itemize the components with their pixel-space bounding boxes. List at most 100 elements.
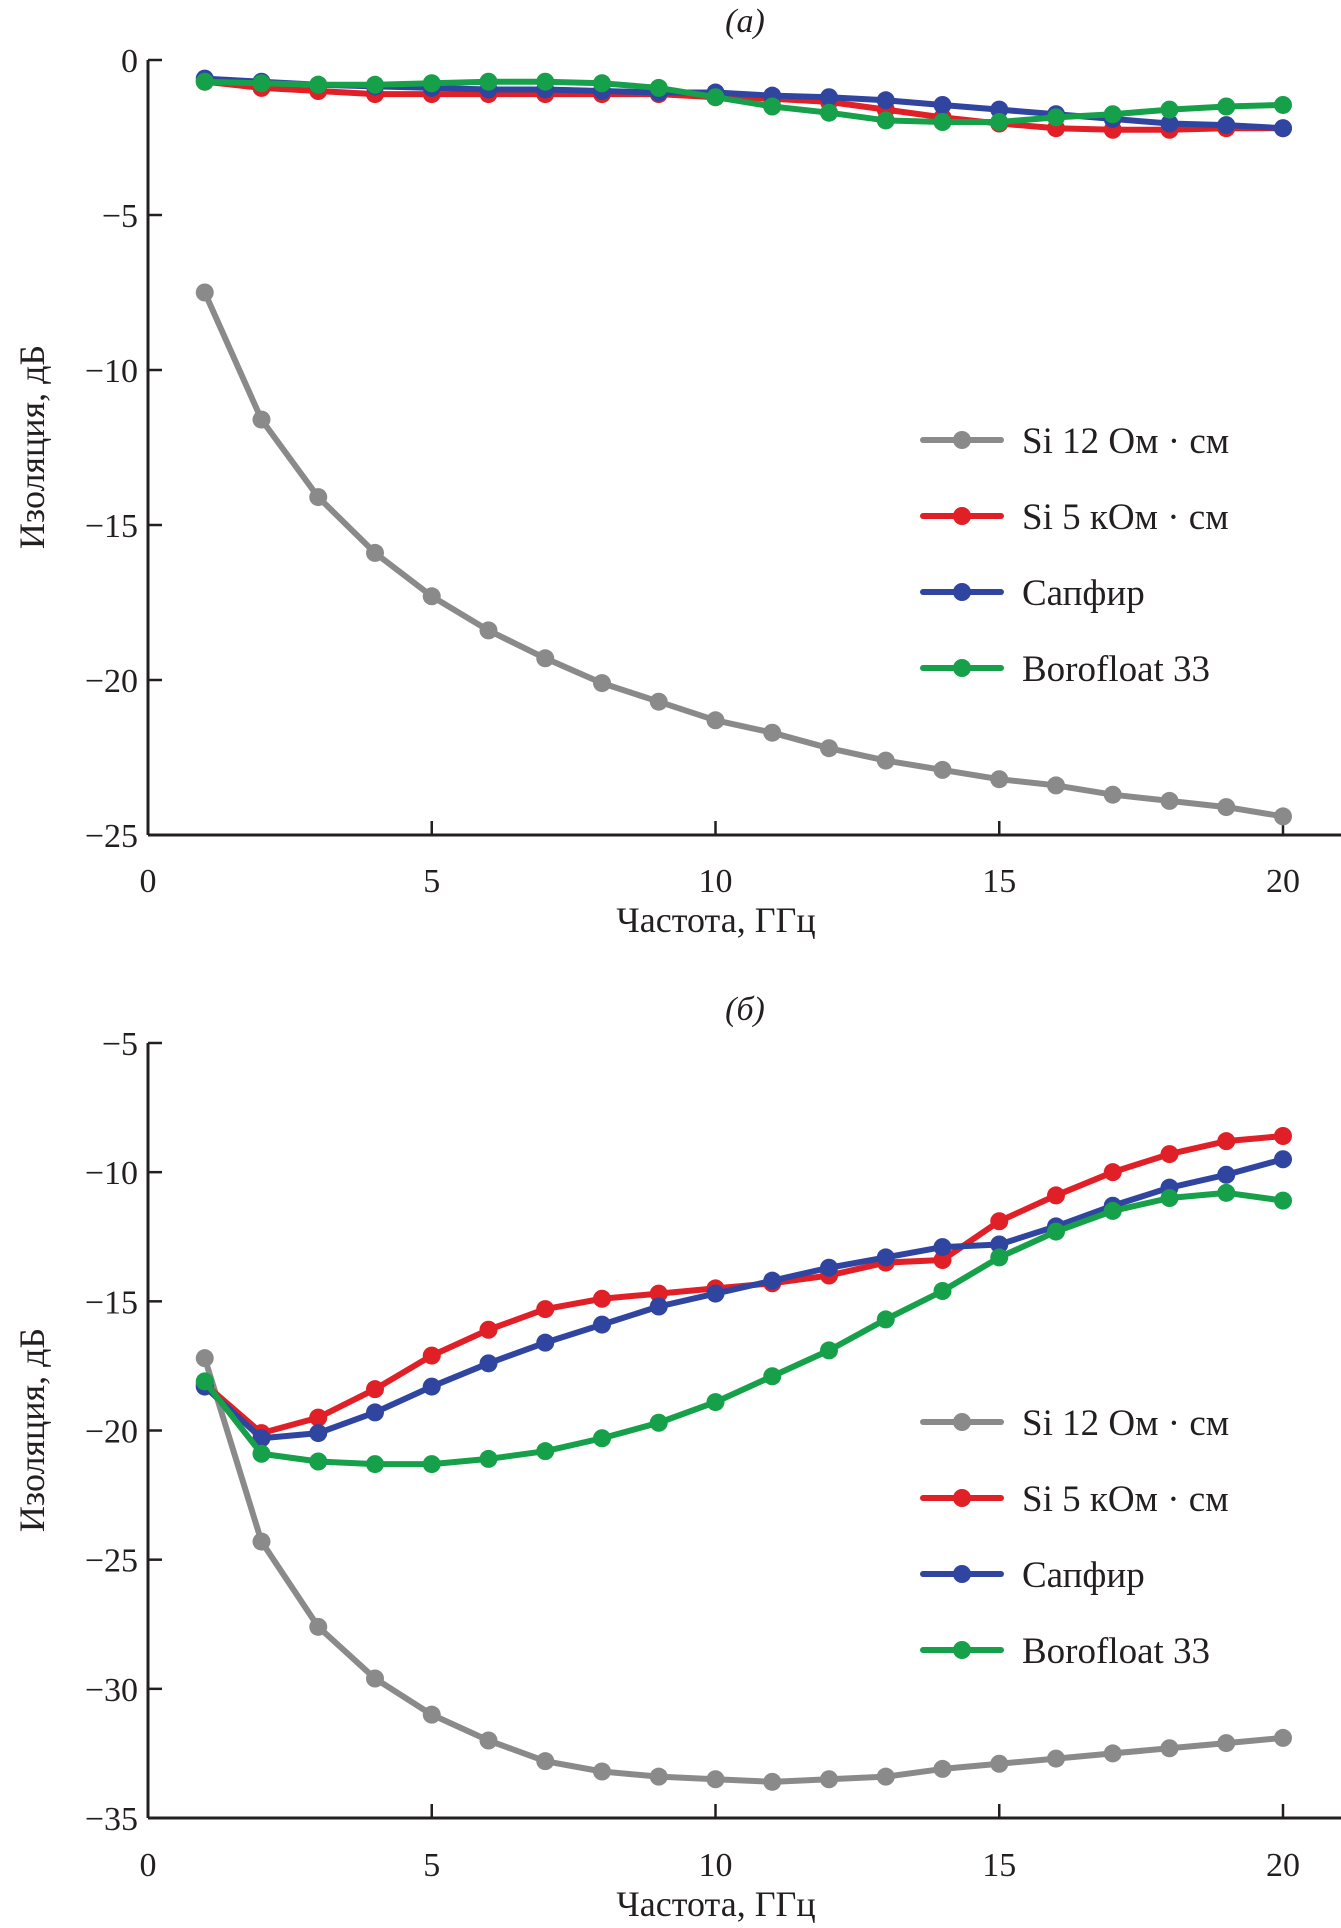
series-line (201, 1189, 1286, 1468)
panel-a-y-tick-label: −10 (85, 353, 138, 390)
data-point (876, 1310, 895, 1329)
data-point (1217, 1132, 1236, 1151)
panel-a-x-tick-label: 10 (699, 863, 733, 900)
data-point (593, 1289, 611, 1308)
data-point (876, 751, 895, 770)
panel-b: (б) Изоляция, дБ Частота, ГГц −5 −10 −15 −2… (12, 991, 1341, 1924)
data-point (763, 723, 782, 742)
data-point (309, 75, 328, 94)
data-point (649, 78, 668, 97)
legend-marker (953, 1413, 971, 1431)
data-point (422, 74, 441, 93)
panel-a-y-tick-label: 0 (121, 43, 138, 80)
panel-a-series-0 (195, 283, 1292, 826)
data-point (366, 543, 384, 562)
data-point (933, 113, 952, 131)
panel-b-y-tick-label: −10 (85, 1155, 138, 1192)
data-point (933, 1759, 952, 1778)
legend-label: Si 5 кОм · см (1022, 497, 1229, 538)
panel-b-x-tick-label: 20 (1266, 1847, 1300, 1884)
legend-label: Si 12 Ом · см (1022, 421, 1229, 462)
data-point (706, 88, 725, 107)
data-point (593, 74, 611, 93)
legend-label: Si 12 Ом · см (1022, 1403, 1229, 1444)
panel-a-x-tick-label: 0 (140, 863, 157, 900)
data-point (536, 649, 555, 668)
series-line (201, 78, 1286, 133)
data-point (1160, 114, 1179, 133)
data-point (1103, 1201, 1122, 1220)
data-point (195, 72, 214, 91)
data-point (479, 72, 498, 91)
data-point (422, 587, 441, 606)
data-point (706, 711, 725, 730)
data-point (422, 1455, 441, 1474)
data-point (536, 1333, 555, 1352)
data-point (1274, 95, 1292, 114)
data-point (990, 1754, 1009, 1773)
data-point (252, 1532, 271, 1551)
legend-item: Borofloat 33 (920, 1631, 1210, 1672)
panel-a-x-axis-label: Частота, ГГц (616, 900, 815, 940)
legend-item: Si 12 Ом · см (920, 421, 1229, 462)
panel-a: (а) Изоляция, дБ Частота, ГГц 0 −5 −10 −15 −… (12, 3, 1341, 940)
data-point (1047, 1749, 1065, 1768)
panel-a-y-tick-label: −25 (85, 818, 138, 855)
panel-b-axes: −5 −10 −15 −20 −25 −30 −350 5 10 15 20 (85, 1026, 1341, 1884)
series-line (201, 78, 1286, 125)
data-point (990, 100, 1009, 119)
data-point (195, 283, 214, 302)
data-point (876, 111, 895, 130)
data-point (706, 1393, 725, 1412)
panel-b-y-axis-label: Изоляция, дБ (12, 1328, 52, 1532)
panel-b-y-tick-label: −15 (85, 1284, 138, 1321)
data-point (1217, 97, 1236, 116)
panel-a-x-tick-label: 5 (423, 863, 440, 900)
panel-a-legend: Si 12 Ом · см Si 5 кОм · см Сапфир Borofloa… (920, 421, 1229, 690)
data-point (536, 1752, 555, 1771)
data-point (820, 1770, 838, 1789)
data-point (252, 74, 271, 93)
data-point (820, 88, 838, 107)
data-point (536, 1442, 555, 1461)
panel-a-y-tick-label: −20 (85, 663, 138, 700)
panel-b-title: (б) (725, 991, 765, 1028)
panel-a-axes: 0−5−10−15−20−250 5 10 15 20 (85, 43, 1341, 900)
data-point (309, 1452, 328, 1471)
data-point (1274, 1127, 1292, 1145)
data-point (763, 1271, 782, 1290)
data-point (422, 1377, 441, 1396)
data-point (309, 1424, 328, 1443)
data-point (990, 1248, 1009, 1267)
data-point (876, 1767, 895, 1786)
data-point (309, 488, 328, 507)
legend-label: Si 5 кОм · см (1022, 1479, 1229, 1520)
data-point (1274, 1191, 1292, 1210)
data-point (366, 1455, 384, 1474)
data-point (366, 75, 384, 94)
legend-item: Borofloat 33 (920, 649, 1210, 690)
legend-marker (953, 507, 971, 525)
data-point (1160, 1739, 1179, 1758)
data-point (479, 621, 498, 640)
series-line (201, 1355, 1286, 1785)
data-point (820, 1258, 838, 1277)
data-point (1160, 791, 1179, 810)
legend-item: Si 12 Ом · см (920, 1403, 1229, 1444)
panel-b-y-tick-label: −20 (85, 1414, 138, 1451)
legend-item: Si 5 кОм · см (920, 497, 1229, 538)
data-point (1217, 798, 1236, 817)
data-point (933, 1238, 952, 1257)
data-point (649, 1284, 668, 1303)
data-point (366, 1403, 384, 1422)
data-point (649, 1767, 668, 1786)
data-point (763, 1367, 782, 1386)
data-point (1103, 105, 1122, 124)
data-point (649, 1413, 668, 1432)
data-point (1274, 1728, 1292, 1747)
data-point (479, 1731, 498, 1750)
data-point (536, 1300, 555, 1319)
data-point (649, 1297, 668, 1316)
data-point (309, 1617, 328, 1636)
